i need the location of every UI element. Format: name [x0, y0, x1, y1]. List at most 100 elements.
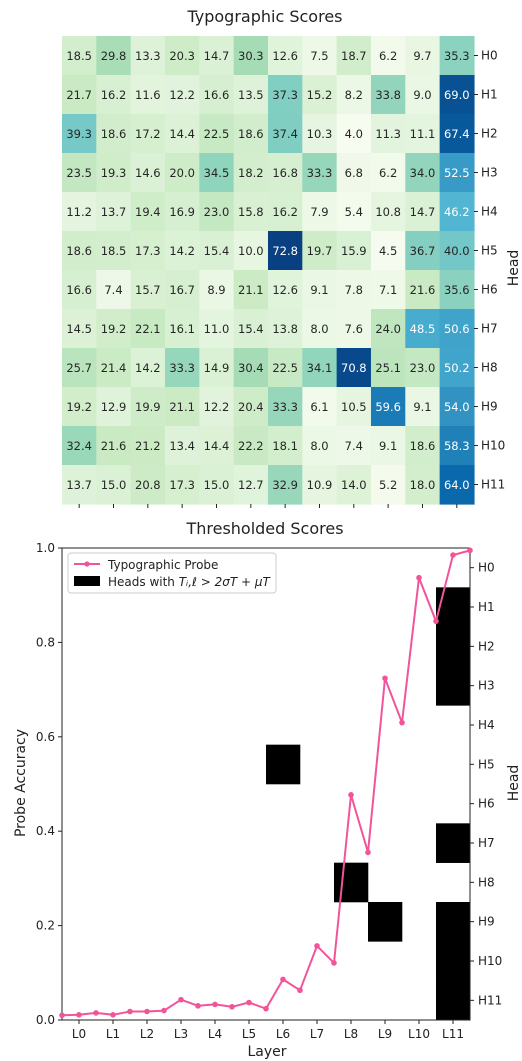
heatmap-cell [439, 114, 475, 154]
heatmap-cell-value: 16.7 [169, 283, 195, 297]
heatmap-cell-value: 15.0 [101, 478, 127, 492]
heatmap-cell [405, 387, 441, 427]
heatmap-cell [439, 36, 475, 76]
heatmap-cell [336, 426, 372, 466]
heatmap-cell [96, 270, 132, 310]
probe-point [246, 999, 252, 1006]
heatmap-cell-value: 50.6 [444, 322, 470, 336]
heatmap-cell-value: 33.3 [169, 361, 195, 375]
heatmap-cell-value: 14.5 [66, 322, 92, 336]
heatmap-cell-value: 20.8 [135, 478, 161, 492]
probe-point [93, 1010, 99, 1016]
heatmap-cell-value: 67.4 [444, 127, 470, 141]
heatmap-cell-value: 7.9 [310, 205, 328, 219]
probe-point [382, 675, 388, 682]
x-tick-label: L0 [72, 1027, 86, 1041]
heatmap-cell-value: 8.0 [310, 322, 328, 336]
heatmap-cell-value: 70.8 [341, 361, 367, 375]
heatmap-cell [405, 426, 441, 466]
probe-point [59, 1012, 65, 1019]
heatmap-cell [336, 36, 372, 76]
head-tick-label: H4 [478, 718, 495, 732]
threshold-title: Thresholded Scores [185, 519, 343, 538]
heatmap-cell [336, 75, 372, 115]
heatmap-cell [130, 387, 166, 427]
x-tick-label: L2 [140, 1027, 154, 1041]
legend-line-marker [84, 561, 90, 567]
heatmap-head-label: H0 [481, 49, 498, 63]
heatmap-cell-value: 12.7 [238, 478, 264, 492]
heatmap-cell [164, 348, 200, 388]
heatmap-cell [62, 270, 97, 310]
heatmap-cell-value: 19.9 [135, 400, 161, 414]
heatmap-cell [267, 114, 303, 154]
heatmap-cell-value: 21.6 [101, 439, 127, 453]
heatmap-cell [370, 231, 406, 271]
threshold-chart: 0.0 0.2 0.4 0.6 0.8 1.0 L0 L1 L2 L3 L4 L5 L6 L7 L8 L9 L1… [36, 541, 502, 1041]
heatmap-cell-value: 33.3 [272, 400, 298, 414]
heatmap-cell-value: 24.0 [375, 322, 401, 336]
heatmap-cell [62, 36, 97, 76]
heatmap-cell-value: 10.3 [307, 127, 333, 141]
heatmap-cell-value: 21.4 [101, 361, 127, 375]
heatmap-cell [199, 426, 235, 466]
heatmap-cell-value: 12.2 [169, 88, 195, 102]
heatmap-cell [405, 75, 441, 115]
heatmap-cell-value: 18.0 [410, 478, 436, 492]
x-tick-label: L1 [106, 1027, 120, 1041]
heatmap-cell [62, 192, 97, 232]
heatmap-cell-value: 25.7 [66, 361, 92, 375]
threshold-cell [436, 666, 471, 706]
legend-patch-label-formula: Tᵢ,ℓ > 2σT + μT [179, 575, 272, 589]
heatmap-cell-value: 20.4 [238, 400, 264, 414]
heatmap-cell-value: 18.5 [101, 244, 127, 258]
head-tick-label: H8 [478, 875, 495, 889]
heatmap-cell [233, 231, 269, 271]
threshold-x-axis-label: Layer [247, 1044, 286, 1060]
heatmap-cell [96, 426, 132, 466]
heatmap-cell-value: 10.5 [341, 400, 367, 414]
heatmap-cell [130, 114, 166, 154]
heatmap-cell [233, 114, 269, 154]
heatmap-cell-value: 11.0 [204, 322, 230, 336]
heatmap-cell [233, 270, 269, 310]
heatmap-cell-value: 39.3 [66, 127, 92, 141]
heatmap-cell [302, 36, 338, 76]
heatmap-cell [62, 426, 97, 466]
heatmap-cell-value: 14.7 [204, 49, 230, 63]
heatmap-cell [336, 348, 372, 388]
heatmap-cell-value: 21.2 [135, 439, 161, 453]
heatmap-cell-value: 11.6 [135, 88, 161, 102]
heatmap-cell-value: 21.7 [66, 88, 92, 102]
heatmap-cell-value: 40.0 [444, 244, 470, 258]
heatmap-cell-value: 13.5 [238, 88, 264, 102]
heatmap-cell-value: 13.8 [272, 322, 298, 336]
heatmap-cell-value: 5.2 [379, 478, 397, 492]
heatmap-cell-value: 6.2 [379, 49, 397, 63]
heatmap-cell [370, 465, 406, 505]
heatmap-cell [233, 426, 269, 466]
probe-point [110, 1012, 116, 1018]
x-tick-label: L9 [378, 1027, 392, 1041]
heatmap-cell-value: 7.5 [310, 49, 328, 63]
heatmap-cell [62, 75, 97, 115]
heatmap-cell-value: 16.8 [272, 166, 298, 180]
heatmap: 18.5 29.8 13.3 20.3 14.7 30.3 12.6 7.5 18.7 6.2 9.… [62, 36, 505, 508]
heatmap-cell [267, 153, 303, 193]
heatmap-cell [267, 270, 303, 310]
heatmap-cell [96, 192, 132, 232]
x-tick-label: L10 [408, 1027, 430, 1041]
heatmap-cell-value: 15.9 [341, 244, 367, 258]
heatmap-cell [370, 426, 406, 466]
head-tick-label: H5 [478, 757, 495, 771]
heatmap-cell [267, 309, 303, 349]
heatmap-cell-value: 18.1 [272, 439, 298, 453]
heatmap-cell [233, 348, 269, 388]
heatmap-head-label: H3 [481, 166, 498, 180]
heatmap-cell [130, 36, 166, 76]
heatmap-cell-value: 21.6 [410, 283, 436, 297]
heatmap-cell-value: 9.1 [310, 283, 328, 297]
probe-point [161, 1007, 167, 1014]
x-tick-label: L5 [242, 1027, 256, 1041]
heatmap-cell-value: 14.2 [169, 244, 195, 258]
